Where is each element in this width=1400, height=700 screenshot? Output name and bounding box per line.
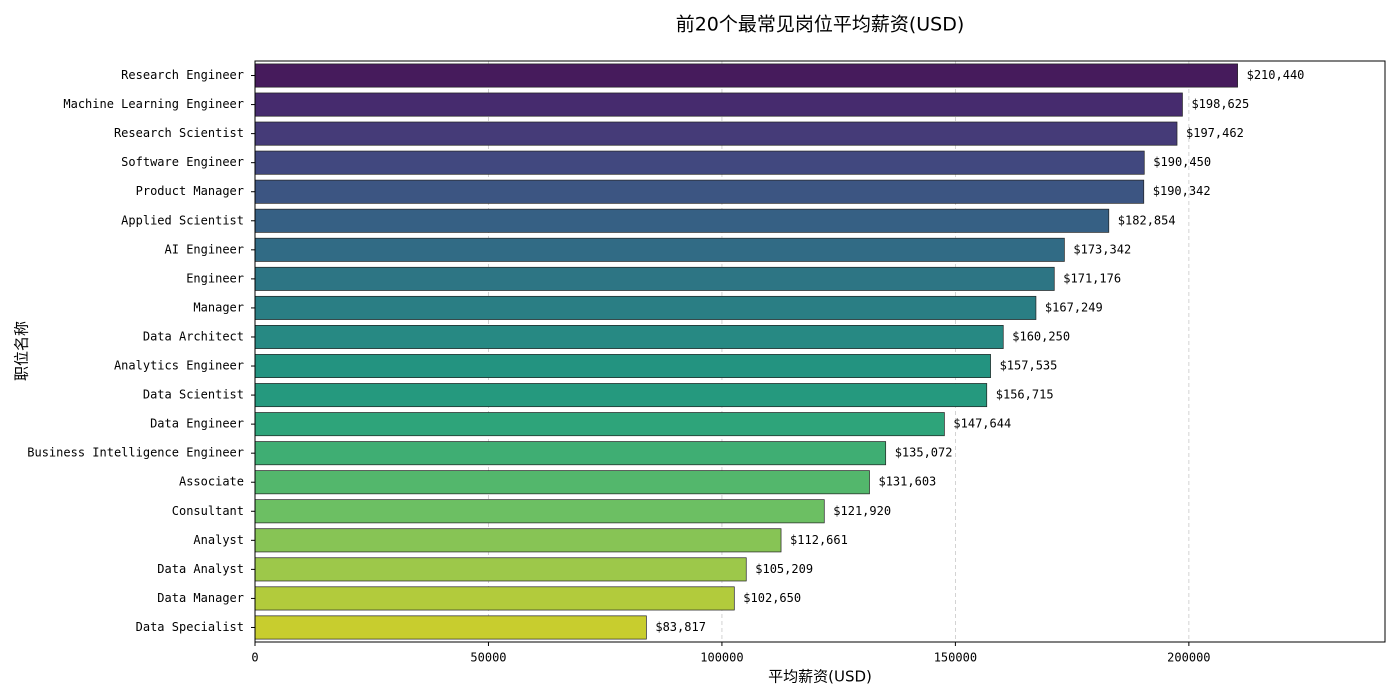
y-tick-label: Data Scientist [143, 388, 244, 402]
y-tick-label: Applied Scientist [121, 213, 244, 227]
bar [254, 179, 1145, 204]
y-tick-label: Engineer [186, 271, 244, 285]
bar [254, 63, 1238, 88]
y-tick-label: Data Architect [143, 329, 244, 343]
value-label: $156,715 [996, 388, 1054, 402]
bar [254, 266, 1055, 291]
y-tick-label: Business Intelligence Engineer [27, 446, 244, 460]
bar [254, 441, 887, 466]
value-label: $135,072 [895, 446, 953, 460]
x-tick-label: 100000 [700, 651, 743, 665]
y-tick-label: Analytics Engineer [114, 359, 244, 373]
x-tick-label: 200000 [1167, 651, 1210, 665]
bar [254, 499, 825, 524]
value-label: $105,209 [755, 562, 813, 576]
plot-frame [254, 60, 1386, 643]
y-tick-label: Data Analyst [157, 562, 244, 576]
value-label: $160,250 [1012, 329, 1070, 343]
bar [254, 295, 1037, 320]
value-label: $147,644 [953, 417, 1011, 431]
x-tick-label: 50000 [470, 651, 506, 665]
value-label: $182,854 [1118, 213, 1176, 227]
bar [254, 121, 1178, 146]
value-label: $210,440 [1247, 68, 1305, 82]
bar [254, 325, 1004, 349]
bar [254, 615, 647, 640]
value-label: $171,176 [1063, 271, 1121, 285]
y-tick-label: Manager [193, 300, 244, 314]
bar [254, 237, 1065, 262]
x-axis-label: 平均薪资(USD) [768, 668, 872, 686]
x-tick-label: 150000 [934, 651, 977, 665]
bar [254, 586, 735, 611]
value-label: $198,625 [1191, 97, 1249, 111]
y-tick-label: Data Engineer [150, 417, 244, 431]
y-tick-label: AI Engineer [165, 242, 244, 256]
value-label: $131,603 [878, 475, 936, 489]
value-label: $102,650 [743, 591, 801, 605]
x-tick-label: 0 [251, 651, 258, 665]
bar [254, 557, 747, 582]
value-label: $197,462 [1186, 126, 1244, 140]
y-tick-label: Product Manager [136, 184, 244, 198]
y-tick-label: Research Scientist [114, 126, 244, 140]
bar [254, 208, 1110, 233]
value-label: $190,450 [1153, 155, 1211, 169]
y-tick-label: Research Engineer [121, 68, 244, 82]
value-label: $157,535 [1000, 359, 1058, 373]
bar [254, 354, 991, 378]
y-tick-label: Machine Learning Engineer [63, 97, 244, 111]
bar [254, 383, 988, 408]
bar [254, 412, 945, 437]
y-tick-label: Data Specialist [136, 620, 244, 634]
bar [254, 92, 1183, 117]
y-tick-label: Associate [179, 475, 244, 489]
bar [254, 150, 1145, 175]
value-label: $173,342 [1073, 242, 1131, 256]
y-tick-label: Consultant [172, 504, 244, 518]
y-axis-label: 职位名称 [13, 321, 31, 381]
value-label: $112,661 [790, 533, 848, 547]
bar [254, 528, 782, 553]
y-tick-label: Analyst [193, 533, 244, 547]
bar [254, 470, 870, 495]
value-label: $167,249 [1045, 300, 1103, 314]
value-label: $121,920 [833, 504, 891, 518]
y-tick-label: Software Engineer [121, 155, 244, 169]
chart-title: 前20个最常见岗位平均薪资(USD) [676, 14, 965, 36]
value-label: $83,817 [655, 620, 706, 634]
value-label: $190,342 [1153, 184, 1211, 198]
y-tick-label: Data Manager [157, 591, 244, 605]
